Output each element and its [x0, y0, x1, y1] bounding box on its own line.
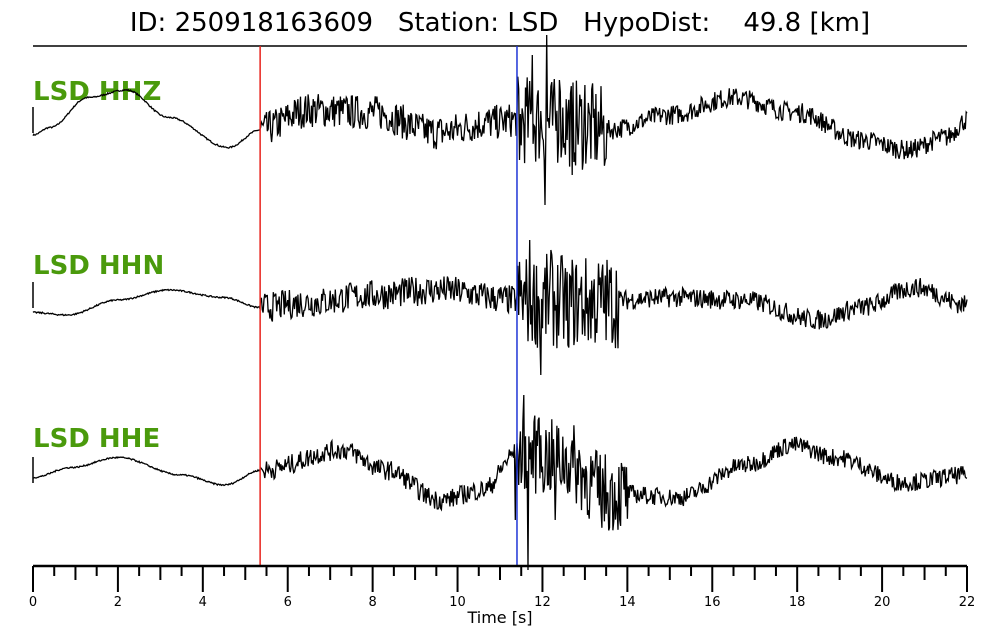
x-tick-label: 0 — [29, 595, 37, 610]
x-tick-label: 2 — [114, 595, 122, 610]
waveform-line — [32, 239, 968, 376]
x-tick-label: 22 — [959, 595, 976, 610]
x-tick-label: 4 — [199, 595, 207, 610]
id-label: ID: — [129, 8, 167, 38]
station-value: LSD — [507, 8, 559, 38]
trace-lsd-hhe: LSD HHE — [32, 394, 968, 571]
waveform-line — [32, 34, 968, 206]
x-tick-label: 12 — [534, 595, 551, 610]
trace-lsd-hhz: LSD HHZ — [32, 34, 968, 206]
station-label: Station: — [397, 8, 500, 38]
x-tick-label: 10 — [449, 595, 466, 610]
figure-title: ID: 250918163609 Station: LSD HypoDist: … — [0, 8, 1000, 38]
hypodist-unit: [km] — [809, 8, 871, 38]
event-id: 250918163609 — [174, 8, 374, 38]
waveform-line — [32, 394, 968, 571]
trace-label: LSD HHN — [33, 251, 164, 281]
x-tick-label: 20 — [874, 595, 891, 610]
trace-label: LSD HHZ — [33, 77, 161, 107]
hypodist-label: HypoDist: — [583, 8, 711, 38]
x-tick-label: 6 — [284, 595, 292, 610]
trace-label: LSD HHE — [33, 424, 160, 454]
x-tick-label: 14 — [619, 595, 636, 610]
x-tick-label: 16 — [704, 595, 721, 610]
traces-layer: LSD HHZ LSD HHN LSD HHE — [32, 34, 968, 571]
time-axis: 0 2 4 6 8 10 12 14 16 18 20 22 — [29, 564, 976, 610]
trace-lsd-hhn: LSD HHN — [32, 239, 968, 376]
hypodist-value: 49.8 — [743, 8, 802, 38]
picks-layer — [259, 46, 518, 566]
x-tick-label: 8 — [368, 595, 376, 610]
x-axis-label: Time [s] — [466, 608, 532, 627]
x-tick-label: 18 — [789, 595, 806, 610]
